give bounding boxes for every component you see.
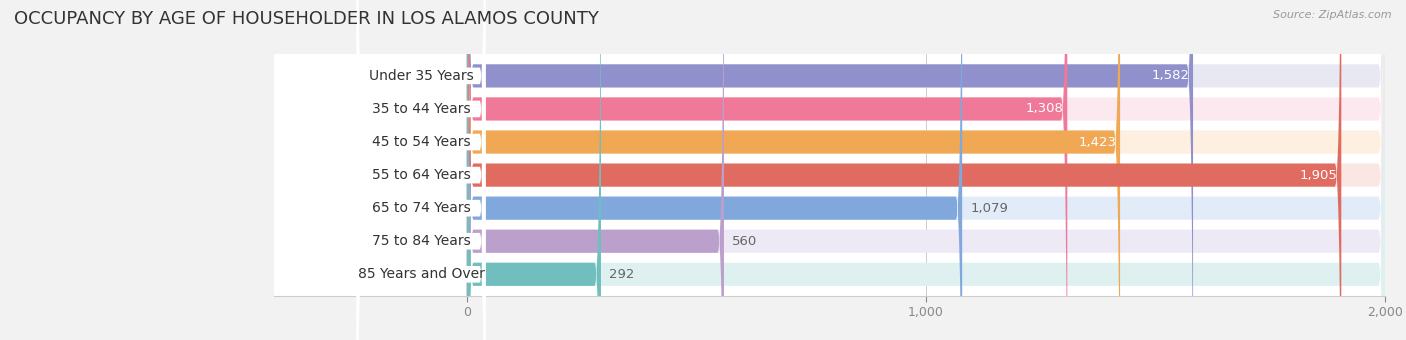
Text: Source: ZipAtlas.com: Source: ZipAtlas.com: [1274, 10, 1392, 20]
Text: 560: 560: [733, 235, 758, 248]
FancyBboxPatch shape: [467, 0, 724, 340]
Text: 1,582: 1,582: [1152, 69, 1189, 82]
Text: 1,079: 1,079: [970, 202, 1008, 215]
Text: 1,423: 1,423: [1078, 136, 1116, 149]
FancyBboxPatch shape: [357, 0, 485, 340]
Text: 75 to 84 Years: 75 to 84 Years: [371, 234, 471, 248]
FancyBboxPatch shape: [467, 0, 1385, 340]
FancyBboxPatch shape: [357, 0, 485, 340]
Text: Under 35 Years: Under 35 Years: [368, 69, 474, 83]
FancyBboxPatch shape: [467, 0, 1385, 340]
FancyBboxPatch shape: [467, 0, 1385, 340]
FancyBboxPatch shape: [467, 0, 1341, 340]
FancyBboxPatch shape: [467, 0, 1067, 340]
FancyBboxPatch shape: [357, 0, 485, 340]
FancyBboxPatch shape: [467, 0, 1194, 340]
FancyBboxPatch shape: [467, 0, 1385, 340]
FancyBboxPatch shape: [467, 0, 962, 340]
Text: 1,905: 1,905: [1299, 169, 1337, 182]
FancyBboxPatch shape: [467, 0, 1385, 340]
FancyBboxPatch shape: [467, 0, 1385, 340]
Text: 85 Years and Over: 85 Years and Over: [357, 267, 485, 281]
Text: OCCUPANCY BY AGE OF HOUSEHOLDER IN LOS ALAMOS COUNTY: OCCUPANCY BY AGE OF HOUSEHOLDER IN LOS A…: [14, 10, 599, 28]
Text: 45 to 54 Years: 45 to 54 Years: [371, 135, 471, 149]
FancyBboxPatch shape: [357, 0, 485, 340]
Text: 55 to 64 Years: 55 to 64 Years: [371, 168, 471, 182]
FancyBboxPatch shape: [467, 0, 600, 340]
Text: 35 to 44 Years: 35 to 44 Years: [371, 102, 471, 116]
FancyBboxPatch shape: [357, 0, 485, 340]
Text: 1,308: 1,308: [1026, 102, 1063, 116]
Text: 292: 292: [609, 268, 634, 281]
FancyBboxPatch shape: [467, 0, 1385, 340]
FancyBboxPatch shape: [467, 0, 1121, 340]
FancyBboxPatch shape: [357, 0, 485, 340]
FancyBboxPatch shape: [357, 0, 485, 340]
Text: 65 to 74 Years: 65 to 74 Years: [371, 201, 471, 215]
